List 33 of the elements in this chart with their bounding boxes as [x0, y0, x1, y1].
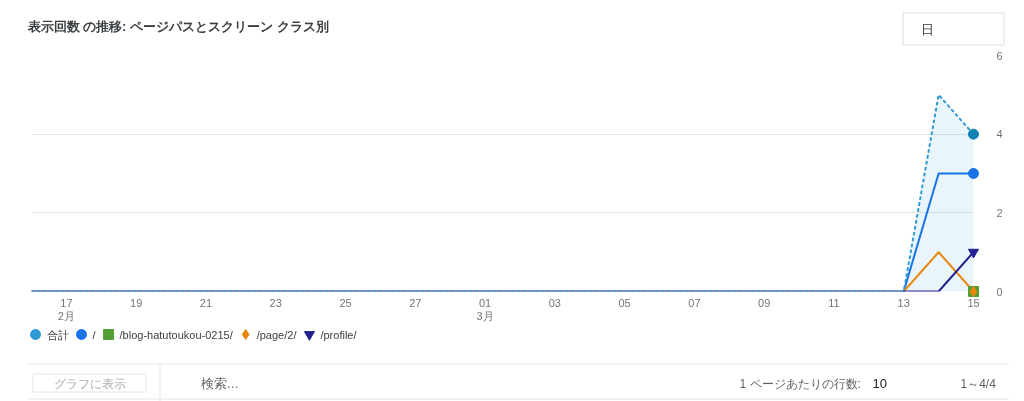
x-tick-label: 13 [897, 296, 910, 309]
x-tick-label: 21 [199, 296, 213, 309]
y-tick-label: 0 [996, 285, 1003, 298]
x-tick-label: 27 [409, 296, 422, 309]
legend-label: 合計 [46, 328, 69, 341]
x-tick-label: 15 [967, 296, 980, 309]
text: 10 [872, 376, 887, 391]
legend-label: /blog-hatutoukou-0215/ [119, 328, 234, 341]
y-tick-label: 2 [996, 206, 1003, 219]
legend-label: /page/2/ [256, 328, 298, 341]
text: 1 ページあたりの行数: [739, 376, 861, 391]
point [968, 248, 979, 259]
point [968, 168, 979, 179]
text: 検索… [200, 376, 239, 391]
y-tick-label: 6 [996, 49, 1003, 62]
x-tick-label: 25 [339, 296, 352, 309]
x-tick-label: 19 [130, 296, 143, 309]
x-tick-label: 23 [269, 296, 282, 309]
x-tick-label: 17 2月 [57, 296, 75, 322]
x-tick-label: 11 [828, 296, 840, 309]
x-tick-label: 03 [548, 296, 561, 309]
x-tick-label: 07 [688, 296, 701, 309]
chart-title: 表示回数 の推移: ページパスとスクリーン クラス別 [26, 19, 329, 34]
x-tick-label: 01 3月 [476, 296, 494, 322]
text: 1～4/4 [960, 376, 997, 391]
text: 日 [920, 22, 934, 37]
x-tick-label: 05 [618, 296, 631, 309]
y-tick-label: 4 [996, 128, 1003, 141]
x-tick-label: 09 [758, 296, 771, 309]
legend-label: /profile/ [320, 328, 358, 341]
text: グラフに表示 [53, 376, 126, 391]
point [968, 128, 979, 140]
legend-label: / [92, 328, 97, 341]
